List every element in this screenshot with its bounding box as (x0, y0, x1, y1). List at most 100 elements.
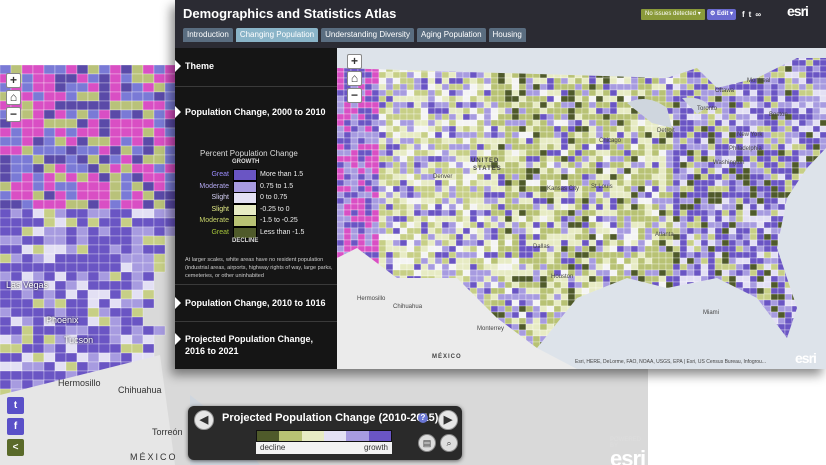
zoom-in-button[interactable]: + (6, 73, 21, 88)
map-attribution: Esri, HERE, DeLorme, FAO, NOAA, USGS, EP… (575, 359, 766, 365)
legend-class-label: Slight (211, 194, 229, 201)
link-icon[interactable]: ∞ (755, 10, 762, 19)
place-label: Houston (551, 274, 574, 280)
place-label: New York (737, 132, 763, 138)
status-badge-text: No issues detected (645, 11, 697, 17)
zoom-in-button[interactable]: + (347, 54, 362, 69)
section-population-change-2010-2016[interactable]: Population Change, 2010 to 1016 (175, 284, 337, 322)
legend-range: Less than -1.5 (260, 228, 305, 236)
tab-housing[interactable]: Housing (488, 28, 526, 42)
growth-label: growth (363, 443, 388, 452)
zoom-out-button[interactable]: − (347, 88, 362, 103)
place-label: Chihuahua (393, 304, 423, 310)
ramp-swatch (368, 431, 391, 441)
layer-title: Projected Population Change (2010-2015) (222, 412, 439, 424)
place-label: Monterrey (477, 326, 505, 332)
country-label: STATES (473, 166, 502, 172)
legend-range: -0.25 to 0 (260, 205, 290, 213)
tab-understanding-diversity[interactable]: Understanding Diversity (321, 28, 415, 42)
legend-swatch (233, 169, 257, 181)
place-label: Miami (703, 310, 719, 316)
legend-class-label: Moderate (199, 217, 229, 224)
color-ramp (256, 430, 392, 442)
edit-button[interactable]: ⚙ Edit ▾ (707, 9, 737, 20)
place-label: Torreón (152, 427, 183, 437)
share-icon[interactable]: < (7, 439, 24, 456)
section-projected-population-change[interactable]: Projected Population Change, 2016 to 202… (175, 321, 337, 369)
place-label: Phoenix (46, 315, 79, 325)
previous-button[interactable]: ◀ (194, 410, 214, 430)
status-badge[interactable]: No issues detected ▾ (641, 9, 705, 20)
side-panel: Theme Population Change, 2000 to 2010 Pe… (175, 48, 337, 369)
home-button[interactable]: ⌂ (6, 90, 21, 105)
info-icon[interactable]: ? (418, 413, 428, 423)
place-label: Tucson (64, 335, 94, 345)
map-canvas[interactable] (337, 48, 826, 369)
place-label: St Louis (591, 184, 613, 190)
esri-logo: esri (787, 3, 809, 19)
facebook-icon[interactable]: f (7, 418, 24, 435)
legend-range: 0.75 to 1.5 (260, 182, 294, 190)
legend-decline-label: DECLINE (232, 238, 259, 244)
country-label: MÉXICO (130, 452, 178, 462)
place-label: Philadelphia (729, 146, 762, 152)
place-label: Detroit (657, 128, 675, 134)
facebook-icon[interactable]: f (742, 10, 745, 19)
section-title: Projected Population Change, 2016 to 202… (185, 334, 314, 356)
decline-label: decline (260, 443, 286, 452)
zoom-out-button[interactable]: − (6, 107, 21, 122)
twitter-icon[interactable]: t (748, 10, 752, 19)
ramp-swatch (301, 431, 324, 441)
tab-introduction[interactable]: Introduction (183, 28, 233, 42)
home-button[interactable]: ⌂ (347, 71, 362, 86)
layers-icon[interactable]: ▤ (418, 434, 436, 452)
search-icon[interactable]: ⌕ (440, 434, 458, 452)
tab-aging-population[interactable]: Aging Population (417, 28, 486, 42)
ramp-swatch (279, 431, 302, 441)
place-label: Chihuahua (118, 385, 162, 395)
section-title: Theme (185, 61, 215, 71)
place-label: Dallas (533, 244, 550, 250)
legend-row: Slight 0 to 0.75 (175, 192, 337, 204)
ramp-swatch (323, 431, 347, 441)
social-share-bar: t f < (7, 397, 24, 456)
legend-row: Moderate 0.75 to 1.5 (175, 180, 337, 193)
place-label: Hermosillo (58, 378, 101, 388)
legend-row: Moderate -1.5 to -0.25 (175, 215, 337, 227)
esri-logo: esri (795, 350, 817, 366)
legend-note: At larger scales, white areas have no re… (185, 257, 333, 279)
legend-class-label: Great (211, 228, 229, 236)
next-button[interactable]: ▶ (438, 410, 458, 430)
legend-range: 0 to 0.75 (260, 194, 288, 201)
place-label: Toronto (697, 106, 718, 112)
edit-label: Edit (717, 11, 729, 17)
section-theme[interactable]: Theme (175, 48, 337, 87)
tab-changing-population[interactable]: Changing Population (235, 28, 319, 42)
place-label: Kansas City (547, 186, 580, 192)
esri-logo: POWERED BY esri (610, 437, 646, 465)
legend-range: More than 1.5 (260, 171, 304, 178)
section-population-change-2000-2010[interactable]: Population Change, 2000 to 2010 (175, 86, 337, 316)
legend-row: Great Less than -1.5 (175, 226, 337, 239)
place-label: Ottawa (715, 88, 735, 94)
main-map[interactable]: + ⌂ − UNITED STATES Ottawa Montreal Toro… (337, 48, 826, 369)
caret-right-icon (175, 297, 181, 309)
country-label: MÉXICO (432, 354, 462, 360)
legend-swatch (233, 226, 257, 239)
legend-row: Slight -0.25 to 0 (175, 203, 337, 216)
back-zoom-controls: + ⌂ − (6, 73, 21, 122)
app-title: Demographics and Statistics Atlas (183, 6, 397, 21)
share-icons: f t ∞ (742, 9, 761, 20)
layer-switcher-bar: ◀ Projected Population Change (2010-2015… (188, 406, 462, 460)
section-title: Population Change, 2010 to 1016 (185, 298, 326, 308)
place-label: Montreal (747, 78, 771, 84)
legend-swatch (233, 192, 257, 204)
caret-right-icon (175, 333, 181, 345)
place-label: Washington (713, 160, 745, 166)
caret-right-icon (175, 60, 181, 72)
twitter-icon[interactable]: t (7, 397, 24, 414)
legend-class-label: Great (211, 171, 229, 178)
legend-class-label: Slight (211, 205, 229, 213)
place-label: Atlanta (655, 232, 674, 238)
legend-swatch (233, 203, 257, 216)
